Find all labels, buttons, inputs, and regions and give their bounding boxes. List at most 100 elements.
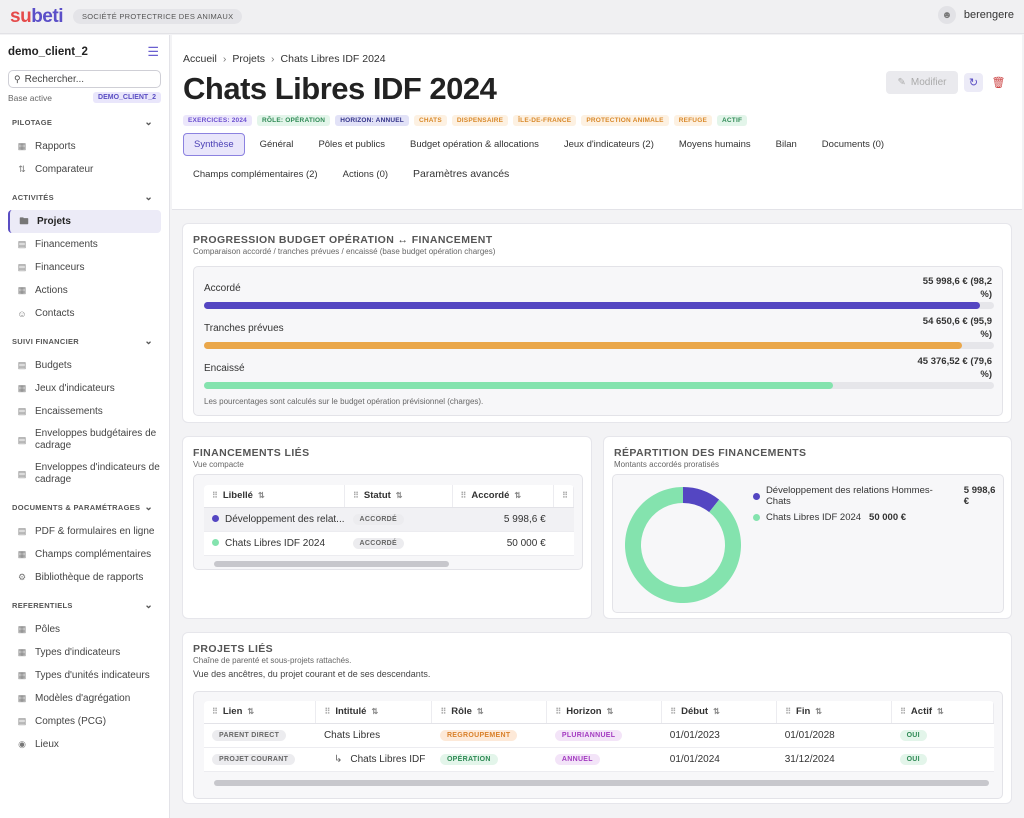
sidebar-item-enveloppes-d-indicateurs-de-cadrage[interactable]: ▤ Enveloppes d'indicateurs de cadrage <box>8 457 161 491</box>
drag-handle-icon[interactable]: ⠿ <box>670 707 677 717</box>
sidebar-item-biblioth-que-de-rapports[interactable]: ⚙ Bibliothèque de rapports <box>8 566 161 589</box>
tab-param-tres-avanc-s[interactable]: Paramètres avancés <box>413 168 510 180</box>
sort-icon[interactable]: ⇅ <box>371 707 379 717</box>
col-lien[interactable]: ⠿ Lien ⇅ <box>204 701 317 724</box>
col-intitul-[interactable]: ⠿ Intitulé ⇅ <box>315 701 433 724</box>
tab-synth-se[interactable]: Synthèse <box>183 133 245 156</box>
progress-track <box>204 302 994 309</box>
col-fin[interactable]: ⠿ Fin ⇅ <box>776 701 893 724</box>
sidebar-item-enveloppes-budg-taires-de-cadrage[interactable]: ▤ Enveloppes budgétaires de cadrage <box>8 423 161 457</box>
app-logo[interactable]: subeti <box>10 5 63 27</box>
modify-button[interactable]: ✎ Modifier <box>886 71 958 94</box>
drag-handle-icon[interactable]: ⠿ <box>440 707 447 717</box>
project-intitule-cell[interactable]: ↳ Chats Libres IDF <box>315 747 432 772</box>
sidebar-item-rapports[interactable]: ▦ Rapports <box>8 135 161 158</box>
sidebar-item-jeux-d-indicateurs[interactable]: ▦ Jeux d'indicateurs <box>8 377 161 400</box>
sidebar-item-contacts[interactable]: ☺ Contacts <box>8 302 161 325</box>
sidebar-item-comptes-pcg-[interactable]: ▤ Comptes (PCG) <box>8 710 161 733</box>
drag-handle-icon[interactable]: ⠿ <box>212 707 218 717</box>
financement-row[interactable]: Développement des relat... ACCORDÉ 5 998,6… <box>204 507 574 532</box>
drag-handle-icon[interactable]: ⠿ <box>900 707 906 717</box>
project-title: Chats Libres <box>323 729 381 741</box>
project-row[interactable]: PROJET COURANT ↳ Chats Libres IDF OPÉRATION… <box>204 747 994 772</box>
breadcrumb-projets[interactable]: Projets <box>232 53 266 65</box>
project-horizon-cell: PLURIANNUEL <box>546 723 662 748</box>
sidebar-item-budgets[interactable]: ▤ Budgets <box>8 354 161 377</box>
sidebar-item-pdf-formulaires-en-ligne[interactable]: ▤ PDF & formulaires en ligne <box>8 520 161 543</box>
drag-handle-icon[interactable]: ⠿ <box>324 707 331 717</box>
tab-jeux-d-indicateurs-2-[interactable]: Jeux d'indicateurs (2) <box>563 139 654 150</box>
menu-toggle-icon[interactable]: ☰ <box>147 44 159 59</box>
sidebar-item-champs-compl-mentaires[interactable]: ▦ Champs complémentaires <box>8 543 161 566</box>
sidebar-item-financements[interactable]: ▤ Financements <box>8 233 161 256</box>
sidebar-search-input[interactable]: ⚲ Rechercher... <box>8 70 161 88</box>
nav-icon: ⚙ <box>17 572 27 582</box>
tab-budget-op-ration-allocations[interactable]: Budget opération & allocations <box>409 139 539 150</box>
projects-scrollbar[interactable] <box>214 780 989 786</box>
financements-scrollbar[interactable] <box>214 561 449 567</box>
col-d-but[interactable]: ⠿ Début ⇅ <box>661 701 778 724</box>
sidebar-item-lieux[interactable]: ◉ Lieux <box>8 733 161 756</box>
financement-libelle-cell: Chats Libres IDF 2024 <box>204 531 345 556</box>
col-libelle[interactable]: ⠿ Libellé ⇅ <box>204 485 346 508</box>
sort-icon[interactable]: ⇅ <box>937 707 944 717</box>
col-statut[interactable]: ⠿ Statut ⇅ <box>344 485 453 508</box>
sidebar-section[interactable]: ACTIVITÉS ⌄ <box>0 190 169 204</box>
col-horizon[interactable]: ⠿ Horizon ⇅ <box>546 701 663 724</box>
refresh-button[interactable]: ↻ <box>964 73 983 92</box>
project-intitule-cell[interactable]: Chats Libres <box>315 723 432 748</box>
sidebar-item-projets[interactable]: 🖿 Projets <box>8 210 161 233</box>
sort-icon[interactable]: ⇅ <box>713 707 720 717</box>
series-dot-icon <box>212 539 219 547</box>
sidebar-item-financeurs[interactable]: ▤ Financeurs <box>8 256 161 279</box>
col-accorde[interactable]: ⠿ Accordé ⇅ <box>452 485 555 508</box>
sort-icon[interactable]: ⇅ <box>606 707 614 717</box>
sidebar-item-types-d-indicateurs[interactable]: ▦ Types d'indicateurs <box>8 641 161 664</box>
user-menu[interactable]: ☻ berengere <box>937 6 1014 24</box>
sort-icon[interactable]: ⇅ <box>476 707 484 717</box>
legend-item[interactable]: Développement des relations Hommes-Chats… <box>753 485 1003 507</box>
sidebar-item-encaissements[interactable]: ▤ Encaissements <box>8 400 161 423</box>
sidebar-item-actions[interactable]: ▦ Actions <box>8 279 161 302</box>
search-icon: ⚲ <box>14 73 21 84</box>
breadcrumb-home[interactable]: Accueil <box>183 53 217 65</box>
legend-dot-icon <box>753 514 760 521</box>
delete-button[interactable]: 🗑 <box>989 73 1008 92</box>
donut-slice-1[interactable] <box>625 487 741 603</box>
sort-icon[interactable]: ⇅ <box>247 707 255 717</box>
drag-handle-icon[interactable]: ⠿ <box>785 707 792 717</box>
tab-bilan[interactable]: Bilan <box>775 139 797 150</box>
donut-slice-0[interactable] <box>683 487 720 513</box>
tab-documents-0-[interactable]: Documents (0) <box>821 139 885 150</box>
tab-champs-compl-mentaires-2-[interactable]: Champs complémentaires (2) <box>193 169 318 180</box>
project-debut-cell: 01/01/2023 <box>661 723 777 748</box>
funding-distribution-card: RÉPARTITION DES FINANCEMENTS Montants ac… <box>603 436 1012 619</box>
project-tags: EXERCICES: 2024 RÔLE: OPÉRATION HORIZON: A… <box>183 115 748 126</box>
column-label: Rôle <box>451 706 472 718</box>
funding-donut-chart <box>625 487 741 603</box>
tab-actions-0-[interactable]: Actions (0) <box>342 169 389 180</box>
sidebar-section[interactable]: SUIVI FINANCIER ⌄ <box>0 334 169 348</box>
nav-icon: ▦ <box>17 624 27 634</box>
sidebar-section[interactable]: DOCUMENTS & PARAMÉTRAGES ⌄ <box>0 500 169 514</box>
drag-handle-icon[interactable]: ⠿ <box>555 707 562 717</box>
col-actif[interactable]: ⠿ Actif ⇅ <box>891 701 994 724</box>
sidebar-item-mod-les-d-agr-gation[interactable]: ▦ Modèles d'agrégation <box>8 687 161 710</box>
sidebar-item-types-d-unit-s-indicateurs[interactable]: ▦ Types d'unités indicateurs <box>8 664 161 687</box>
sidebar-item-p-les[interactable]: ▦ Pôles <box>8 618 161 641</box>
tab-p-les-et-publics[interactable]: Pôles et publics <box>318 139 385 150</box>
sidebar-section-label: REFERENTIELS <box>12 600 73 610</box>
project-row[interactable]: PARENT DIRECT Chats Libres REGROUPEMENT PLU… <box>204 723 994 748</box>
sidebar-section[interactable]: PILOTAGE ⌄ <box>0 115 169 129</box>
tab-moyens-humains[interactable]: Moyens humains <box>678 139 751 150</box>
col-r-le[interactable]: ⠿ Rôle ⇅ <box>431 701 548 724</box>
col-extra[interactable]: ⠿ <box>553 485 574 508</box>
legend-item[interactable]: Chats Libres IDF 2024 50 000 € <box>753 512 1003 523</box>
sort-icon[interactable]: ⇅ <box>815 707 822 717</box>
client-selector[interactable]: demo_client_2 ☰ <box>0 35 169 60</box>
sidebar-item-comparateur[interactable]: ⇅ Comparateur <box>8 158 161 181</box>
financement-row[interactable]: Chats Libres IDF 2024 ACCORDÉ 50 000 € <box>204 531 574 556</box>
horizon-badge: ANNUEL <box>554 754 600 765</box>
tab-g-n-ral[interactable]: Général <box>259 139 294 150</box>
sidebar-section[interactable]: REFERENTIELS ⌄ <box>0 598 169 612</box>
